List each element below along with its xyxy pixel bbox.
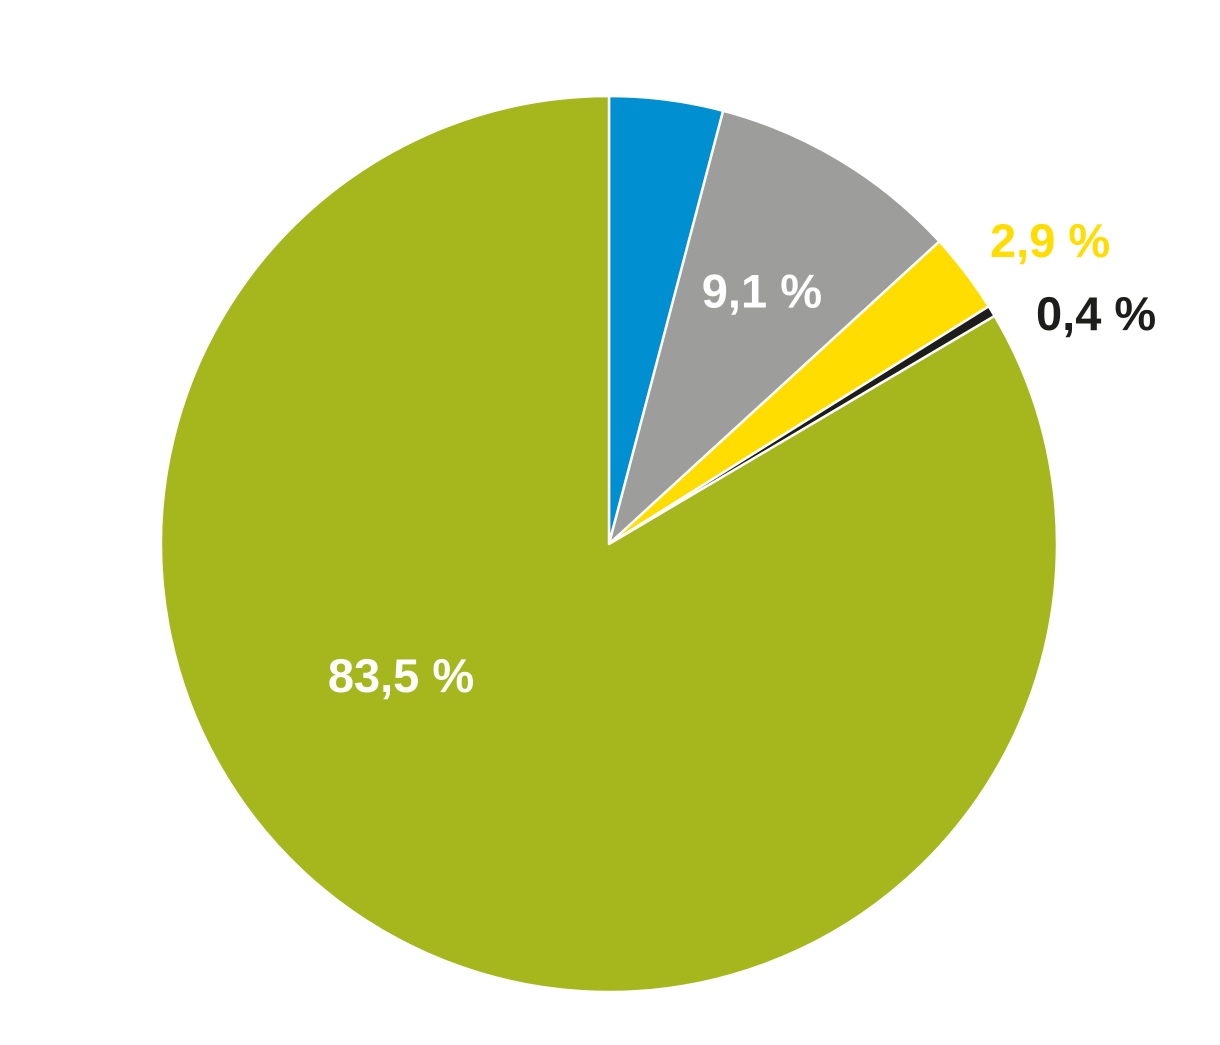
slice-label-4: 83,5 % <box>328 649 474 702</box>
slice-label-3: 0,4 % <box>1036 287 1156 340</box>
slices-layer <box>159 94 1059 994</box>
slice-label-1: 9,1 % <box>702 264 822 317</box>
labels-layer: 9,1 % 2,9 % 0,4 % 83,5 % <box>328 214 1156 702</box>
slice-label-2: 2,9 % <box>990 214 1110 267</box>
pie-slice-4 <box>159 94 1059 994</box>
pie-slice-1 <box>607 109 941 546</box>
